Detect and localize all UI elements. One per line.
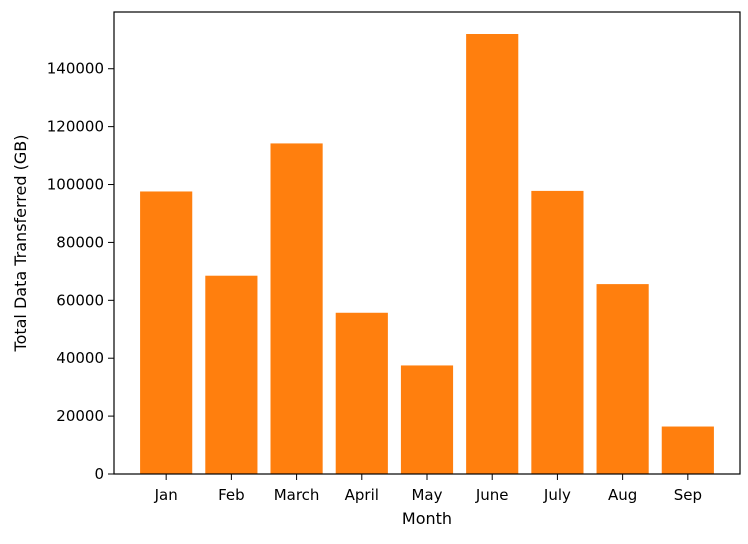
x-tick-label-april: April — [345, 486, 379, 504]
x-tick-label-jan: Jan — [154, 486, 178, 504]
y-tick-label: 20000 — [56, 407, 104, 425]
bar-feb — [205, 275, 258, 474]
x-tick-label-may: May — [411, 486, 442, 504]
bars — [140, 34, 714, 475]
bar-jan — [140, 191, 193, 474]
y-axis-label: Total Data Transferred (GB) — [11, 135, 30, 353]
bar-sep — [661, 426, 714, 474]
y-tick-label: 140000 — [47, 60, 104, 78]
y-tick-label: 60000 — [56, 291, 104, 309]
x-tick-label-july: July — [543, 486, 571, 504]
x-axis-label: Month — [402, 509, 452, 528]
x-tick-label-feb: Feb — [218, 486, 245, 504]
bar-april — [335, 312, 388, 474]
x-tick-label-march: March — [274, 486, 320, 504]
x-tick-label-sep: Sep — [674, 486, 702, 504]
bar-may — [400, 365, 454, 474]
y-tick-label: 120000 — [47, 118, 104, 136]
bar-june — [466, 34, 519, 474]
bar-march — [270, 143, 323, 474]
y-tick-label: 100000 — [47, 176, 104, 194]
plot-frame — [113, 11, 741, 475]
bar-aug — [596, 284, 649, 474]
y-tick-label: 80000 — [56, 233, 104, 251]
x-tick-label-aug: Aug — [608, 486, 637, 504]
y-axis-ticks: 0 20000 40000 60000 80000 100000 120000 140000 — [47, 60, 114, 483]
y-tick-label: 0 — [94, 465, 104, 483]
y-tick-label: 40000 — [56, 349, 104, 367]
x-tick-label-june: June — [475, 486, 509, 504]
x-axis-ticks: Jan Feb March April May June July Aug Sep — [154, 474, 702, 504]
bar-july — [531, 190, 584, 475]
